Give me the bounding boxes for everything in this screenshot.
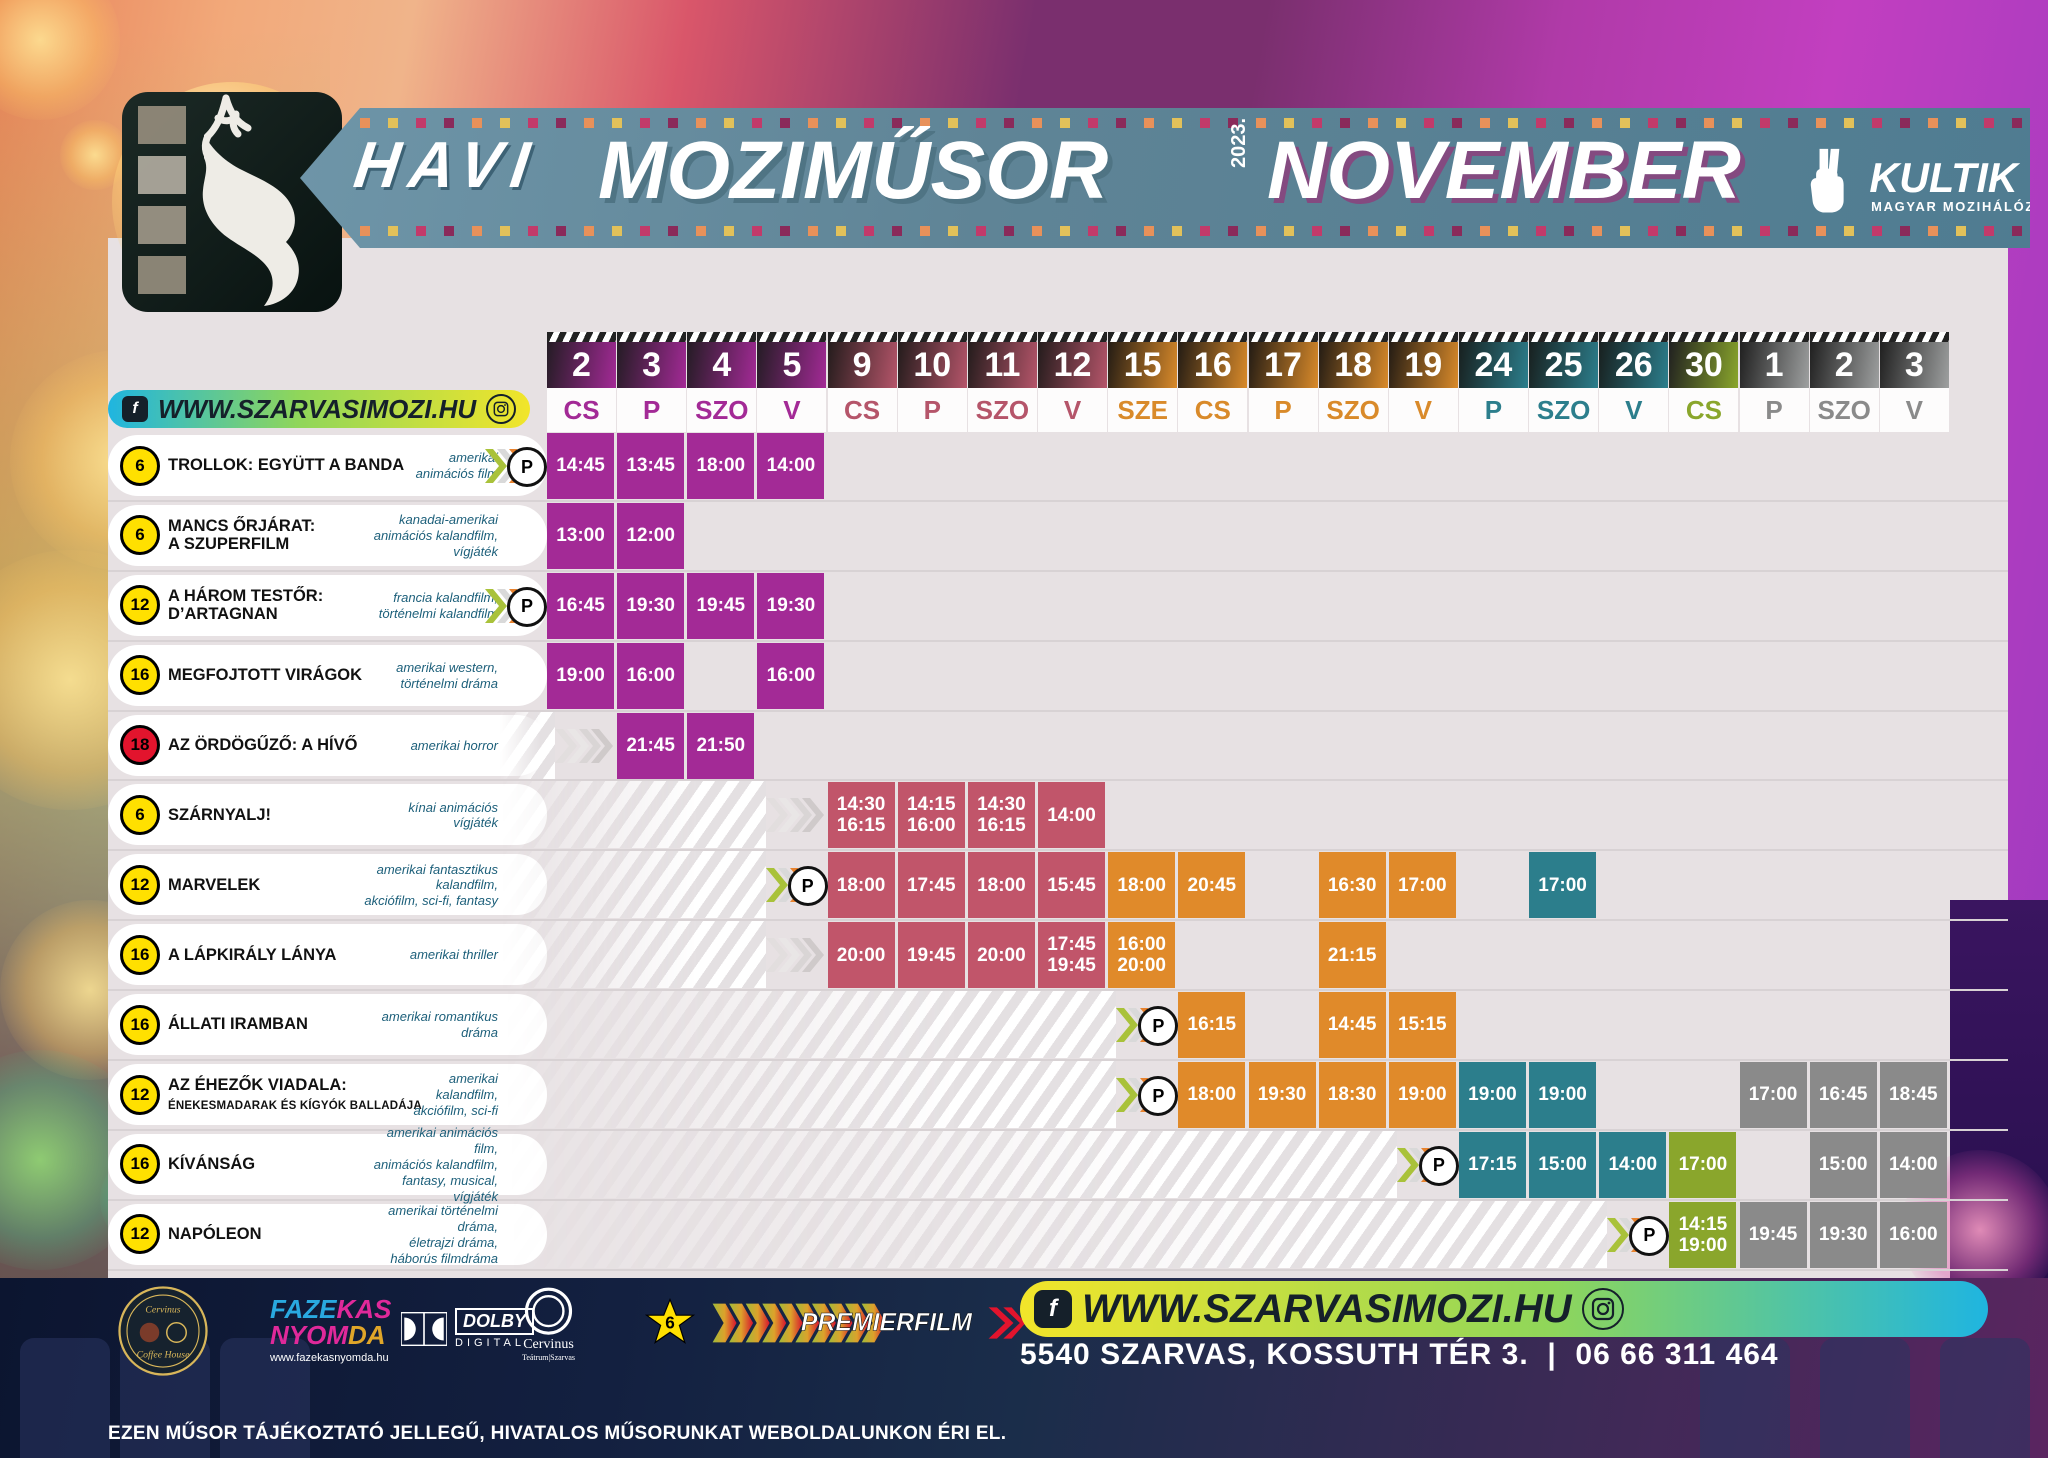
svg-text:PREMIERFILM: PREMIERFILM <box>801 1309 973 1336</box>
svg-text:6: 6 <box>665 1312 675 1332</box>
svg-text:MAGYAR MOZIHÁLÓZAT: MAGYAR MOZIHÁLÓZAT <box>1871 199 2030 214</box>
svg-text:Cervinus: Cervinus <box>145 1304 180 1315</box>
svg-text:KULTIK: KULTIK <box>1869 155 2020 201</box>
svg-text:Coffee House: Coffee House <box>137 1349 190 1360</box>
